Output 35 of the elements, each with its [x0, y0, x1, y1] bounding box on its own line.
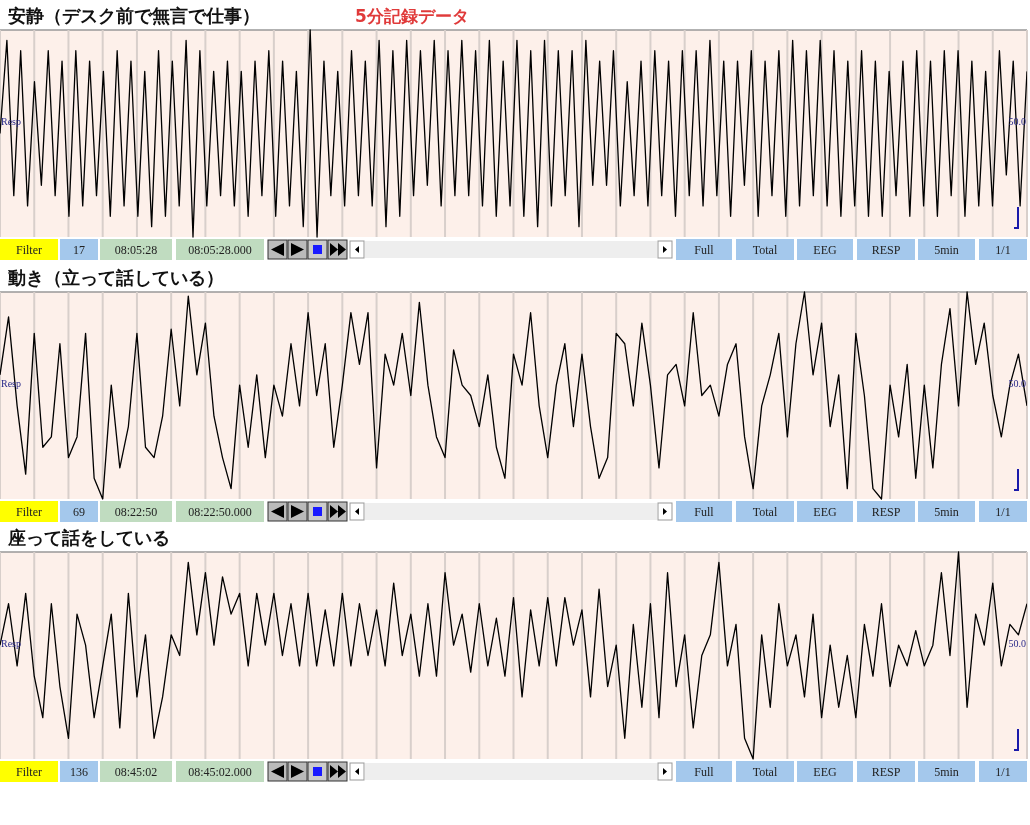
text: Filter: [16, 765, 42, 779]
text: RESP: [871, 243, 901, 257]
text: 5min: [934, 243, 959, 257]
text: 08:05:28: [114, 243, 158, 257]
text: 08:05:28.000: [188, 243, 252, 257]
text: Filter: [16, 243, 42, 257]
text: Filter: [16, 505, 42, 519]
text: 08:45:02: [114, 765, 158, 779]
text: 5min: [934, 505, 959, 519]
text: 17: [73, 243, 85, 257]
text: 1/1: [995, 243, 1011, 257]
chart-title: 動き（立って話している）: [7, 267, 224, 288]
text: 08:22:50: [114, 505, 158, 519]
text: 08:22:50.000: [188, 505, 252, 519]
text: 08:45:02.000: [188, 765, 252, 779]
text: 136: [70, 765, 88, 779]
text: Total: [752, 765, 778, 779]
text: Full: [694, 243, 715, 257]
text: Total: [752, 505, 778, 519]
text: 1/1: [995, 765, 1011, 779]
text: Full: [694, 765, 715, 779]
text: RESP: [871, 765, 901, 779]
text: EEG: [813, 243, 837, 257]
chart-title: 座って話をしている: [7, 527, 170, 548]
text: 69: [73, 505, 85, 519]
text: EEG: [813, 765, 837, 779]
text: RESP: [871, 505, 901, 519]
chart-title: 安静（デスク前で無言で仕事）: [8, 5, 260, 26]
text: 1/1: [995, 505, 1011, 519]
text: Total: [752, 243, 778, 257]
chart-subtitle: 5分記録データ: [355, 6, 469, 26]
text: 5min: [934, 765, 959, 779]
text: Full: [694, 505, 715, 519]
annotation: 50.0: [1008, 638, 1026, 650]
text: EEG: [813, 505, 837, 519]
